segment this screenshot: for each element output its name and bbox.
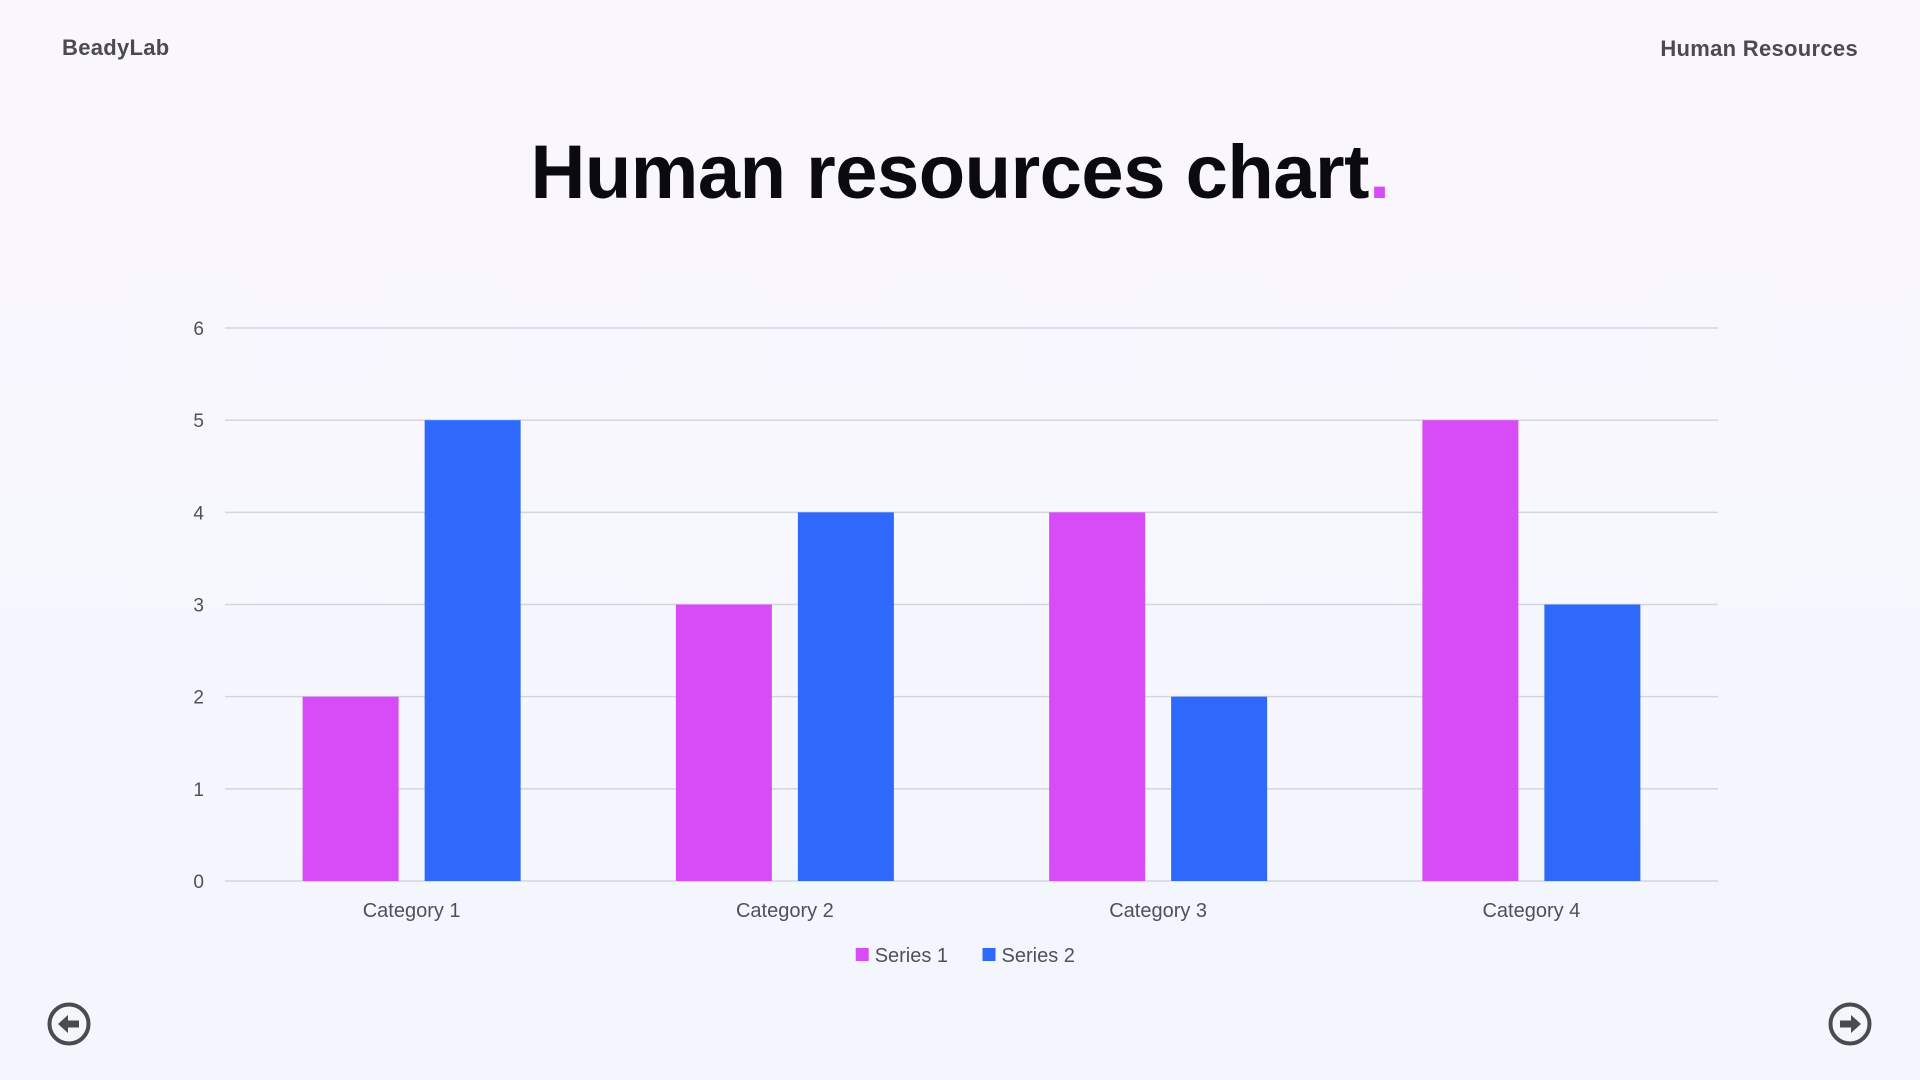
- y-tick-label: 1: [193, 780, 204, 801]
- legend-label-series-1: Series 1: [875, 945, 948, 967]
- section-name: Human Resources: [1660, 36, 1858, 61]
- y-tick-label: 0: [193, 872, 204, 893]
- bar-series-2: [424, 420, 521, 881]
- x-tick-label: Category 2: [736, 900, 834, 922]
- bar-series-2: [1544, 604, 1641, 881]
- y-tick-label: 6: [193, 319, 204, 340]
- arrow-right-circle-icon: [1828, 1002, 1872, 1046]
- bar-series-1: [1049, 512, 1146, 881]
- legend-swatch-series-1: [855, 948, 869, 961]
- slide-title-text: Human resources chart: [530, 130, 1369, 215]
- legend-swatch-series-2: [982, 948, 996, 961]
- y-tick-label: 4: [193, 503, 204, 524]
- legend-label-series-2: Series 2: [1002, 945, 1075, 967]
- slide-title: Human resources chart.: [0, 128, 1920, 218]
- bar-series-2: [797, 512, 894, 881]
- y-tick-label: 3: [193, 596, 204, 617]
- y-tick-label: 2: [193, 688, 204, 709]
- bar-series-1: [1422, 420, 1519, 881]
- title-accent-dot: .: [1368, 130, 1390, 215]
- next-slide-button[interactable]: [1828, 1002, 1872, 1046]
- y-tick-label: 5: [193, 411, 204, 432]
- bar-series-1: [675, 604, 772, 881]
- x-tick-label: Category 4: [1482, 900, 1580, 922]
- bar-series-2: [1171, 696, 1268, 881]
- bar-chart: 0 1 2 3 4 5 6 Category 1 Category 2 Category 3 Cat…: [193, 319, 1718, 967]
- x-tick-label: Category 1: [363, 900, 461, 922]
- arrow-left-circle-icon: [47, 1002, 91, 1046]
- previous-slide-button[interactable]: [47, 1002, 91, 1046]
- x-tick-label: Category 3: [1109, 900, 1207, 922]
- brand-name: BeadyLab: [62, 35, 170, 60]
- bar-series-1: [302, 696, 399, 881]
